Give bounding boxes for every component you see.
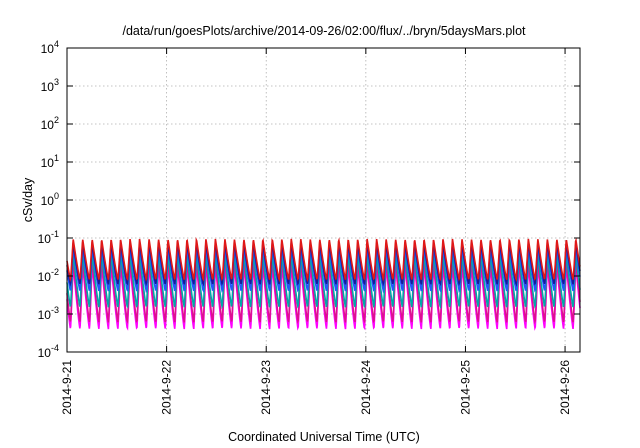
series-layer <box>66 237 581 331</box>
chart-title: /data/run/goesPlots/archive/2014-09-26/0… <box>122 24 526 38</box>
x-tick-label: 2014-9-23 <box>259 360 273 415</box>
y-tick-label: 100 <box>41 191 59 208</box>
x-tick-label: 2014-9-24 <box>359 360 373 415</box>
series-line-6 <box>66 237 581 283</box>
y-tick-label: 104 <box>41 39 59 56</box>
series-line-3 <box>66 252 581 310</box>
y-tick-label: 10-3 <box>38 305 59 322</box>
x-tick-label: 2014-9-25 <box>458 360 472 415</box>
y-tick-label: 103 <box>41 77 59 94</box>
series-line-4 <box>66 245 581 294</box>
y-axis-label: cSv/day <box>21 177 35 222</box>
x-tick-label: 2014-9-21 <box>60 360 74 415</box>
y-tick-label: 101 <box>41 153 59 170</box>
y-tick-label: 10-1 <box>38 229 59 246</box>
x-axis-label: Coordinated Universal Time (UTC) <box>228 430 420 444</box>
x-tick-label: 2014-9-26 <box>558 360 572 415</box>
y-tick-label: 10-4 <box>38 343 59 360</box>
x-axis: 2014-9-21 2014-9-22 2014-9-23 2014-9-24 2014… <box>60 48 572 415</box>
x-tick-label: 2014-9-22 <box>160 360 174 415</box>
series-line-2 <box>66 258 581 325</box>
y-tick-label: 102 <box>41 115 59 132</box>
y-tick-label: 10-2 <box>38 267 59 284</box>
